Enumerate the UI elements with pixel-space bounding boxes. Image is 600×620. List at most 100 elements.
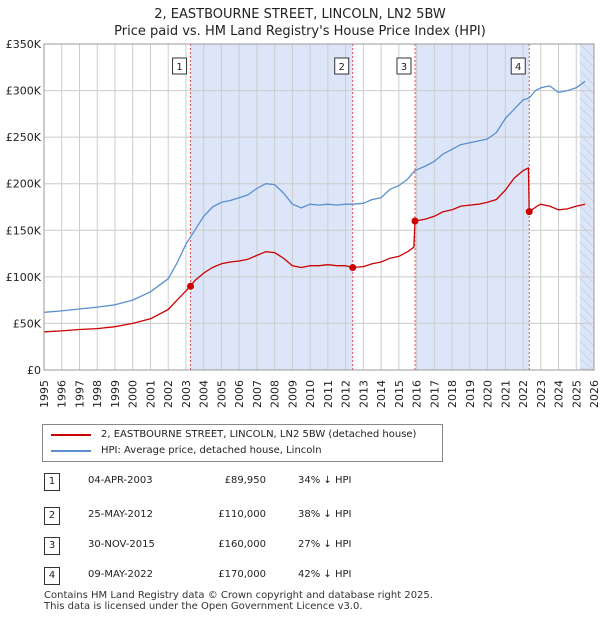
x-tick-label: 2012 [340,380,353,408]
sale-price: £170,000 [218,569,266,580]
x-tick-label: 1995 [38,380,51,408]
legend-label-property: 2, EASTBOURNE STREET, LINCOLN, LN2 5BW (… [101,429,417,440]
chart-subtitle: Price paid vs. HM Land Registry's House … [114,24,486,39]
x-tick-label: 2008 [269,380,282,408]
x-tick-label: 1998 [91,380,104,408]
y-tick-label: £300K [6,85,42,98]
hatch-line [579,79,595,95]
hatch-line [579,277,595,293]
sale-price: £160,000 [218,539,266,550]
x-tick-label: 2020 [482,380,495,408]
hatch-line [579,43,595,59]
legend-swatch-property [51,434,91,436]
sale-row: 1 04-APR-2003 £89,950 34% ↓ HPI [0,472,600,492]
hatch-line [579,115,595,131]
y-tick-label: £200K [6,178,42,191]
sale-marker-box [172,57,188,75]
y-tick-label: £250K [6,131,42,144]
hatch-line [579,214,595,230]
footer-line-licence: This data is licensed under the Open Gov… [44,601,363,612]
sale-marker-box [334,57,350,75]
x-tick-label: 2022 [517,380,530,408]
sale-point [411,217,419,225]
hatch-line [579,70,595,86]
sale-marker-box [510,57,526,75]
x-tick-label: 2021 [499,380,512,408]
chart-legend: 2, EASTBOURNE STREET, LINCOLN, LN2 5BW (… [42,424,443,462]
hatch-line [579,106,595,122]
x-tick-label: 2005 [215,380,228,408]
x-tick-label: 2000 [127,380,140,408]
x-tick-label: 2026 [588,380,600,408]
hatch-line [579,169,595,185]
y-tick-label: £50K [13,317,42,330]
hatch-line [579,232,595,248]
sale-price: £89,950 [224,475,266,486]
sale-marker-label: 3 [401,62,407,73]
sale-hpi-diff: 42% ↓ HPI [298,569,352,580]
sale-date: 25-MAY-2012 [88,509,154,520]
sale-number-badge: 2 [44,507,60,525]
sale-point [349,264,357,272]
x-tick-label: 2002 [162,380,175,408]
x-tick-label: 2006 [233,380,246,408]
hatch-line [579,241,595,257]
sale-date: 09-MAY-2022 [88,569,154,580]
x-tick-label: 2017 [428,380,441,408]
x-tick-label: 1996 [56,380,69,408]
sale-hpi-diff: 34% ↓ HPI [298,475,352,486]
shaded-period [414,44,530,370]
hatch-line [579,196,595,212]
sale-row: 4 09-MAY-2022 £170,000 42% ↓ HPI [0,566,600,586]
hatch-line [579,331,595,347]
hatch-line [579,178,595,194]
x-tick-label: 2003 [180,380,193,408]
sale-marker-label: 1 [176,62,182,73]
hatch-line [579,340,595,356]
hatch-line [579,52,595,68]
hatch-line [579,88,595,104]
hatch-line [579,142,595,158]
sale-number-badge: 4 [44,567,60,585]
sale-hpi-diff: 27% ↓ HPI [298,539,352,550]
hpi-line [43,80,586,313]
footer-line-copyright: Contains HM Land Registry data © Crown c… [44,590,433,601]
shaded-period [190,44,353,370]
hatch-line [579,61,595,77]
sale-number-badge: 3 [44,537,60,555]
y-tick-label: £350K [6,38,42,51]
hatch-line [579,133,595,149]
sale-marker-label: 2 [339,62,345,73]
sale-price: £110,000 [218,509,266,520]
y-tick-label: £100K [6,271,42,284]
x-tick-label: 2015 [393,380,406,408]
x-tick-label: 1997 [73,380,86,408]
hatch-line [579,322,595,338]
x-tick-label: 2011 [322,380,335,408]
hatch-line [579,205,595,221]
sale-date: 04-APR-2003 [88,475,153,486]
x-tick-label: 2009 [286,380,299,408]
sale-date: 30-NOV-2015 [88,539,155,550]
hatch-line [579,259,595,275]
x-tick-label: 2024 [553,380,566,408]
hatch-line [579,304,595,320]
x-tick-label: 2013 [357,380,370,408]
sale-hpi-diff: 38% ↓ HPI [298,509,352,520]
chart-title: 2, EASTBOURNE STREET, LINCOLN, LN2 5BW [154,7,446,22]
sale-marker-label: 4 [515,62,521,73]
x-tick-label: 2010 [304,380,317,408]
x-tick-label: 2018 [446,380,459,408]
legend-label-hpi: HPI: Average price, detached house, Linc… [101,445,322,456]
property-price-line [43,167,586,333]
x-tick-label: 2001 [144,380,157,408]
x-tick-label: 2025 [570,380,583,408]
hatch-line [579,358,595,371]
x-tick-label: 1999 [109,380,122,408]
x-tick-label: 2007 [251,380,264,408]
x-tick-label: 2023 [535,380,548,408]
plot-border [43,43,595,371]
sale-point [525,208,533,216]
y-tick-label: £150K [6,224,42,237]
hatch-line [579,295,595,311]
